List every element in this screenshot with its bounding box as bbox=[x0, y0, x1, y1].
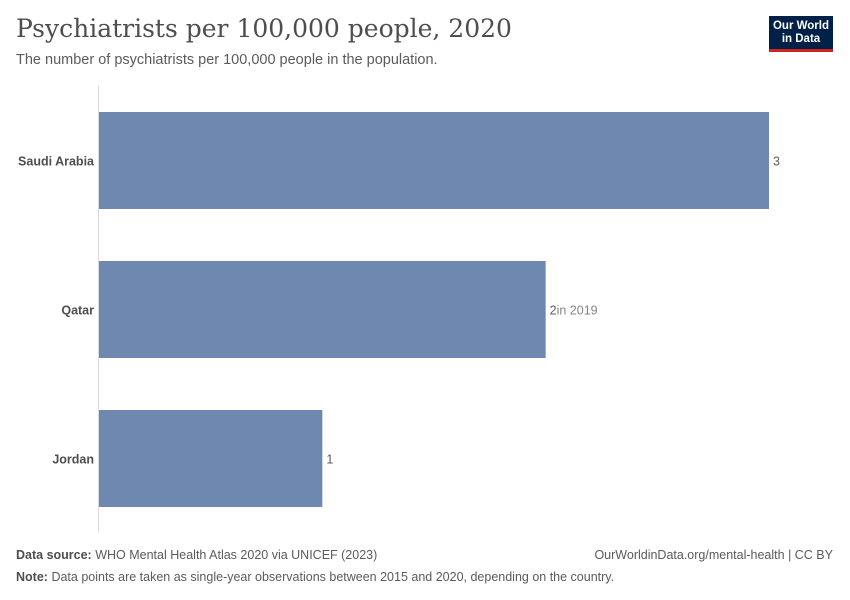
owid-logo[interactable]: Our World in Data bbox=[769, 16, 833, 52]
value-annotation-qatar: in 2019 bbox=[557, 304, 598, 318]
logo-line-1: Our World bbox=[772, 20, 829, 32]
chart-title: Psychiatrists per 100,000 people, 2020 bbox=[16, 14, 512, 43]
data-source-label: Data source: bbox=[16, 548, 92, 562]
value-label-saudi-arabia: 3 bbox=[773, 155, 780, 169]
bar-saudi-arabia[interactable] bbox=[99, 112, 769, 209]
category-label-jordan: Jordan bbox=[52, 453, 94, 467]
category-label-saudi-arabia: Saudi Arabia bbox=[18, 155, 95, 169]
footer-note: Note: Data points are taken as single-ye… bbox=[16, 570, 833, 584]
chart-subtitle: The number of psychiatrists per 100,000 … bbox=[16, 52, 438, 68]
logo-line-2: in Data bbox=[781, 33, 821, 45]
note-label: Note: bbox=[16, 570, 48, 584]
bar-jordan[interactable] bbox=[99, 410, 323, 507]
value-label-qatar: 2in 2019 bbox=[550, 304, 598, 318]
data-source-text: WHO Mental Health Atlas 2020 via UNICEF … bbox=[95, 548, 378, 562]
category-label-qatar: Qatar bbox=[61, 304, 94, 318]
data-source: Data source: WHO Mental Health Atlas 202… bbox=[16, 548, 377, 562]
value-label-jordan: 1 bbox=[326, 453, 333, 467]
footer-source-row: Data source: WHO Mental Health Atlas 202… bbox=[16, 548, 833, 562]
owid-page-link[interactable]: OurWorldinData.org/mental-health | CC BY bbox=[594, 548, 833, 562]
bar-qatar[interactable] bbox=[99, 261, 546, 358]
note-text: Data points are taken as single-year obs… bbox=[51, 570, 615, 584]
